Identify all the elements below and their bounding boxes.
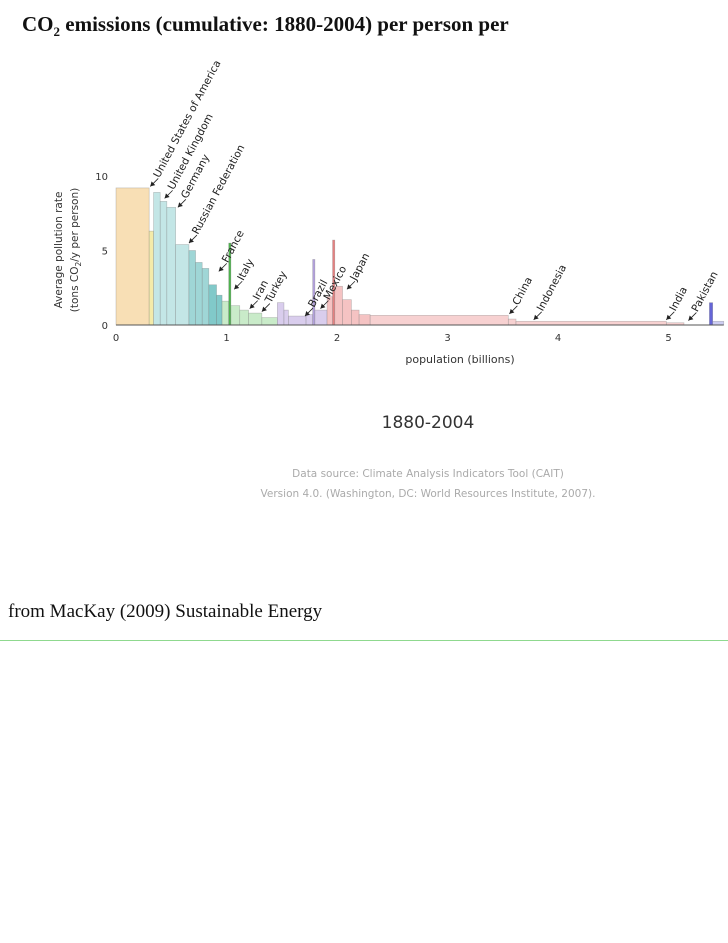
country-label: Pakistan (688, 269, 721, 321)
y-tick-label: 0 (102, 321, 108, 332)
bar-9 (208, 284, 217, 326)
country-label: Indonesia (533, 263, 569, 321)
y-axis-ticks: 0 5 10 (95, 172, 108, 332)
svg-text:France: France (220, 228, 247, 264)
bars (115, 187, 725, 326)
y-tick-label: 10 (95, 172, 108, 183)
bar-28 (358, 314, 371, 326)
bar-17 (277, 302, 285, 326)
bar-11 (221, 300, 230, 326)
bar-7 (195, 262, 203, 326)
y-tick-label: 5 (102, 247, 108, 258)
x-tick-label: 1 (223, 333, 229, 344)
bar-22 (314, 309, 328, 326)
data-source-line2: Version 4.0. (Washington, DC: World Reso… (261, 488, 596, 500)
x-tick-label: 0 (113, 333, 119, 344)
source-credit: from MacKay (2009) Sustainable Energy (8, 601, 323, 622)
svg-text:China: China (510, 275, 535, 307)
chart-title: 1880-2004 (382, 413, 475, 433)
country-label: Italy (233, 257, 257, 290)
bar-27 (351, 309, 360, 326)
bar-5 (175, 244, 190, 326)
country-label: China (509, 275, 535, 315)
co2-emissions-chart: Average pollution rate (tons CO2/y per p… (53, 58, 725, 500)
bar-14 (239, 309, 249, 326)
slide-title: CO2 emissions (cumulative: 1880-2004) pe… (22, 12, 728, 52)
bar-0 (115, 187, 150, 326)
bar-18 (283, 309, 289, 326)
x-axis-ticks: 0 1 2 3 4 5 (113, 333, 672, 344)
country-label: Japan (346, 251, 373, 290)
bar-26 (342, 299, 352, 326)
bar-29 (369, 315, 509, 326)
data-source-line1: Data source: Climate Analysis Indicators… (292, 468, 564, 480)
bar-19 (288, 315, 307, 326)
bar-8 (201, 268, 210, 326)
bar-16 (261, 317, 278, 326)
title-subscript: 2 (53, 24, 61, 40)
svg-text:Italy: Italy (235, 257, 256, 283)
y-axis-label-line2: (tons CO2/y per person) (69, 188, 83, 312)
y-axis-label: Average pollution rate (tons CO2/y per p… (53, 188, 83, 312)
bar-10 (216, 294, 223, 326)
divider-line (0, 640, 728, 641)
bar-3 (159, 201, 168, 326)
bar-31 (515, 320, 667, 326)
bar-30 (507, 318, 517, 326)
bar-20 (305, 314, 313, 326)
bar-13 (230, 305, 241, 326)
bar-33 (709, 302, 714, 326)
x-tick-label: 3 (444, 333, 450, 344)
title-text: CO (22, 12, 54, 36)
x-tick-label: 5 (665, 333, 671, 344)
x-axis-label: population (billions) (405, 353, 514, 366)
bar-2 (153, 192, 161, 326)
bar-6 (188, 250, 196, 326)
x-tick-label: 2 (334, 333, 340, 344)
bar-4 (166, 206, 176, 326)
bar-15 (248, 312, 263, 326)
title-text-rest: emissions (cumulative: 1880-2004) per pe… (60, 12, 509, 36)
svg-text:Pakistan: Pakistan (689, 269, 720, 313)
svg-text:Japan: Japan (348, 251, 373, 283)
bar-1 (148, 230, 154, 326)
country-label: India (666, 285, 690, 321)
x-tick-label: 4 (555, 333, 561, 344)
svg-text:Indonesia: Indonesia (535, 263, 569, 313)
svg-text:India: India (667, 285, 690, 313)
bar-34 (712, 320, 725, 326)
y-axis-label-line1: Average pollution rate (53, 192, 65, 309)
